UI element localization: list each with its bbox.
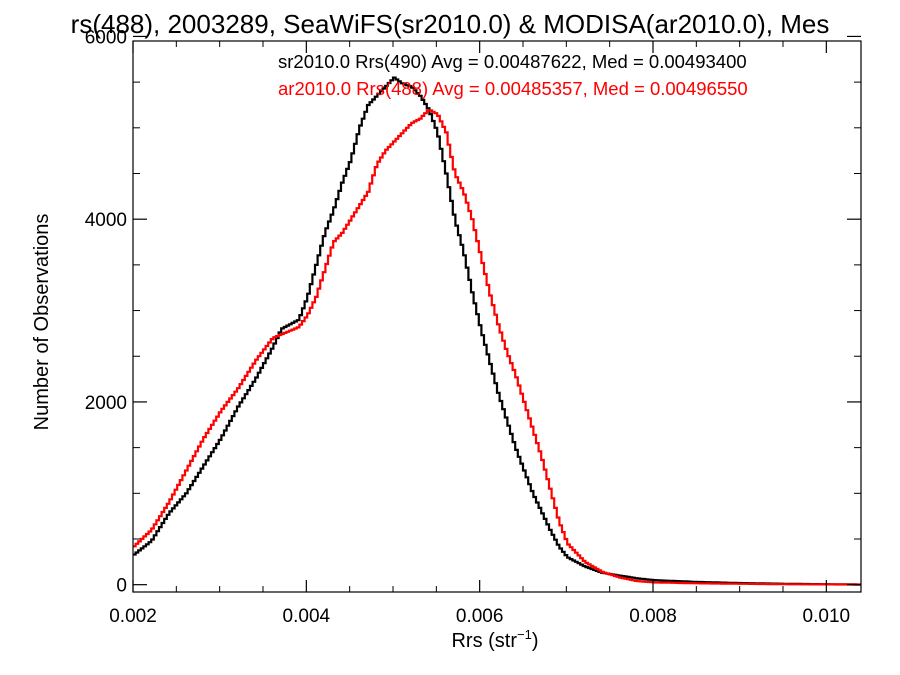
series-line-0 <box>133 76 861 586</box>
x-axis-label: Rrs (str−1) <box>451 627 538 652</box>
y-tick-label: 4000 <box>85 210 127 231</box>
x-tick-label: 0.008 <box>629 606 677 627</box>
legend-entry-ar2010: ar2010.0 Rrs(488) Avg = 0.00485357, Med … <box>278 78 748 99</box>
series-line-1 <box>133 109 861 586</box>
y-tick-label: 6000 <box>85 27 127 48</box>
x-tick-label: 0.002 <box>109 606 157 627</box>
legend-entry-sr2010: sr2010.0 Rrs(490) Avg = 0.00487622, Med … <box>278 51 747 72</box>
chart-title: rs(488), 2003289, SeaWiFS(sr2010.0) & MO… <box>71 9 830 39</box>
x-axis-label-superscript: −1 <box>517 627 532 642</box>
ticks-layer: 0.002 0.004 0.006 0.008 0.010 0 2000 4000 6000 <box>85 27 861 627</box>
y-tick-label: 2000 <box>85 393 127 414</box>
x-tick-label: 0.006 <box>456 606 504 627</box>
x-axis-label-text: Rrs (str <box>451 630 517 652</box>
x-tick-label: 0.004 <box>283 606 331 627</box>
x-tick-label: 0.010 <box>803 606 851 627</box>
plot-frame <box>132 40 862 593</box>
y-tick-label: 0 <box>116 576 127 597</box>
x-axis-label-close: ) <box>532 630 539 652</box>
y-axis-label: Number of Observations <box>31 214 53 431</box>
series-layer <box>133 76 861 586</box>
